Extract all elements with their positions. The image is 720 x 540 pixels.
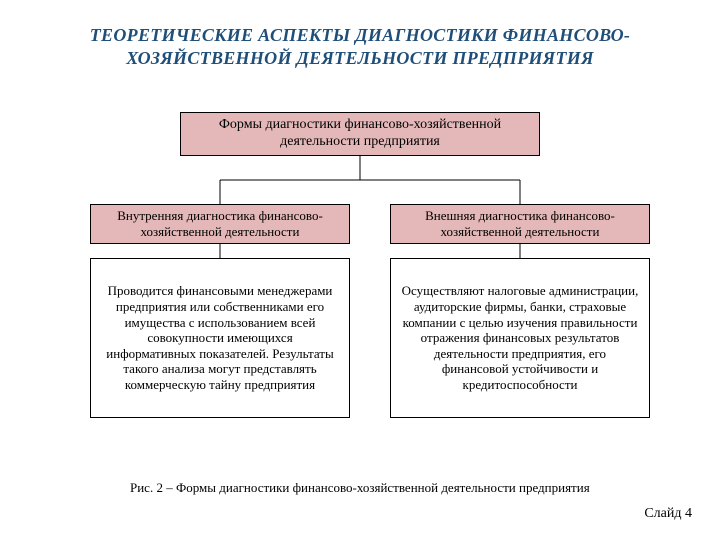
node-left-body: Проводится финансовыми менеджерами предп… (90, 258, 350, 418)
node-root: Формы диагностики финансово-хозяйственно… (180, 112, 540, 156)
figure-caption: Рис. 2 – Формы диагностики финансово-хоз… (130, 480, 590, 496)
slide-number: Слайд 4 (644, 506, 692, 522)
node-right-body-label: Осуществляют налоговые администрации, ау… (401, 283, 639, 392)
node-root-label: Формы диагностики финансово-хозяйственно… (191, 117, 529, 151)
node-left-head-label: Внутренняя диагностика финансово-хозяйст… (101, 208, 339, 239)
node-left-body-label: Проводится финансовыми менеджерами предп… (101, 283, 339, 392)
node-left-head: Внутренняя диагностика финансово-хозяйст… (90, 204, 350, 244)
node-right-body: Осуществляют налоговые администрации, ау… (390, 258, 650, 418)
node-right-head: Внешняя диагностика финансово-хозяйствен… (390, 204, 650, 244)
node-right-head-label: Внешняя диагностика финансово-хозяйствен… (401, 208, 639, 239)
slide-title: ТЕОРЕТИЧЕСКИЕ АСПЕКТЫ ДИАГНОСТИКИ ФИНАНС… (40, 24, 680, 69)
